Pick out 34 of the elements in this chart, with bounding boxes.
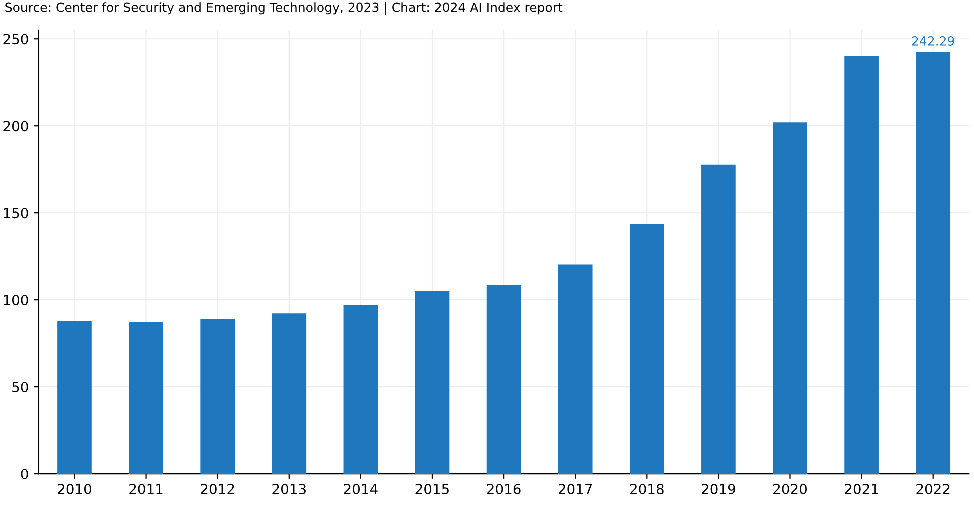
x-tick-label: 2019	[702, 484, 736, 495]
x-tick-label: 2022	[916, 484, 950, 495]
bar	[844, 56, 879, 474]
bar	[58, 321, 92, 474]
x-tick-label: 2020	[774, 484, 807, 495]
x-tick-label: 2014	[344, 484, 378, 495]
bar	[272, 314, 307, 474]
source-note: Source: Center for Security and Emerging Technology, 2023 | Chart: 2024 AI Index report	[6, 2, 563, 16]
bar	[415, 292, 450, 474]
bar	[486, 284, 522, 474]
y-tick-label: 250	[4, 34, 28, 45]
x-tick-label: 2016	[487, 484, 521, 495]
y-tick-label: 150	[4, 208, 28, 219]
y-tick-label: 200	[4, 121, 28, 132]
bar	[916, 52, 951, 474]
x-tick-label: 2017	[558, 484, 592, 495]
bar	[630, 224, 664, 474]
y-tick-label: 0	[21, 469, 28, 480]
x-tick-label: 2021	[845, 484, 878, 495]
x-tick-label: 2012	[201, 484, 234, 495]
bar	[558, 264, 593, 474]
y-tick-label: 100	[4, 295, 28, 306]
x-tick-label: 2013	[272, 484, 306, 495]
bar	[344, 305, 378, 474]
x-tick-label: 2015	[416, 484, 449, 495]
x-tick-label: 2011	[130, 484, 163, 495]
x-tick-label: 2010	[58, 484, 92, 495]
data-label: 242.29	[912, 36, 954, 46]
bar	[129, 322, 164, 474]
y-tick-label: 50	[12, 382, 28, 393]
bar	[200, 319, 236, 474]
bar	[773, 122, 808, 474]
x-tick-label: 2018	[630, 484, 664, 495]
bar	[702, 164, 736, 474]
